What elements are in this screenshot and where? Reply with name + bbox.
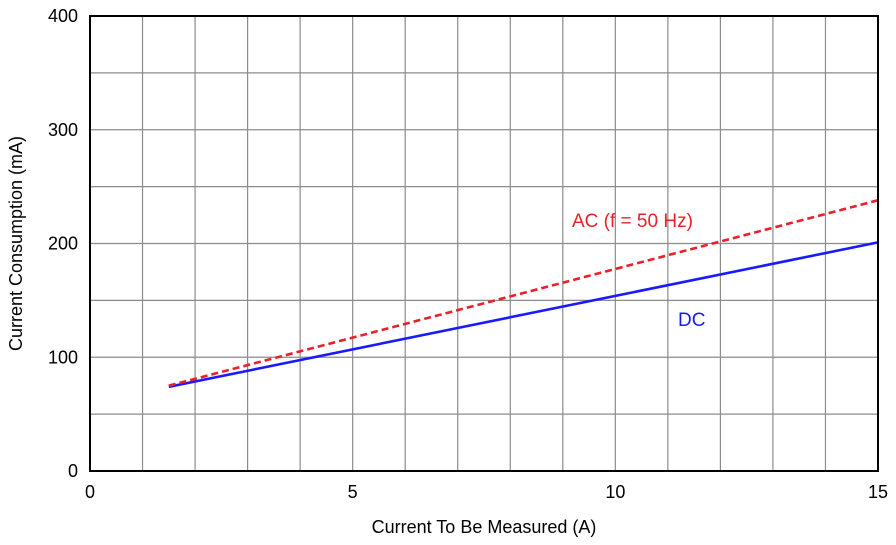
grid bbox=[90, 16, 878, 471]
y-tick-label: 300 bbox=[48, 120, 78, 140]
x-tick-label: 10 bbox=[605, 482, 625, 502]
x-axis-label: Current To Be Measured (A) bbox=[372, 517, 597, 537]
series-line-ac bbox=[168, 199, 879, 387]
y-tick-label: 400 bbox=[48, 6, 78, 26]
series-label-dc: DC bbox=[678, 310, 705, 331]
x-tick-label: 0 bbox=[85, 482, 95, 502]
x-tick-label: 15 bbox=[868, 482, 888, 502]
y-tick-label: 0 bbox=[68, 461, 78, 481]
series-line-dc bbox=[168, 241, 879, 389]
y-tick-label: 100 bbox=[48, 347, 78, 367]
y-tick-label: 200 bbox=[48, 234, 78, 254]
series-layer bbox=[168, 199, 879, 389]
x-tick-labels: 0 5 10 15 bbox=[85, 482, 888, 502]
series-label-ac: AC (f = 50 Hz) bbox=[572, 211, 693, 232]
plot-frame bbox=[89, 15, 879, 472]
x-tick-label: 5 bbox=[348, 482, 358, 502]
y-axis-label: Current Consumption (mA) bbox=[6, 136, 26, 351]
y-tick-labels: 0 100 200 300 400 bbox=[48, 6, 78, 481]
